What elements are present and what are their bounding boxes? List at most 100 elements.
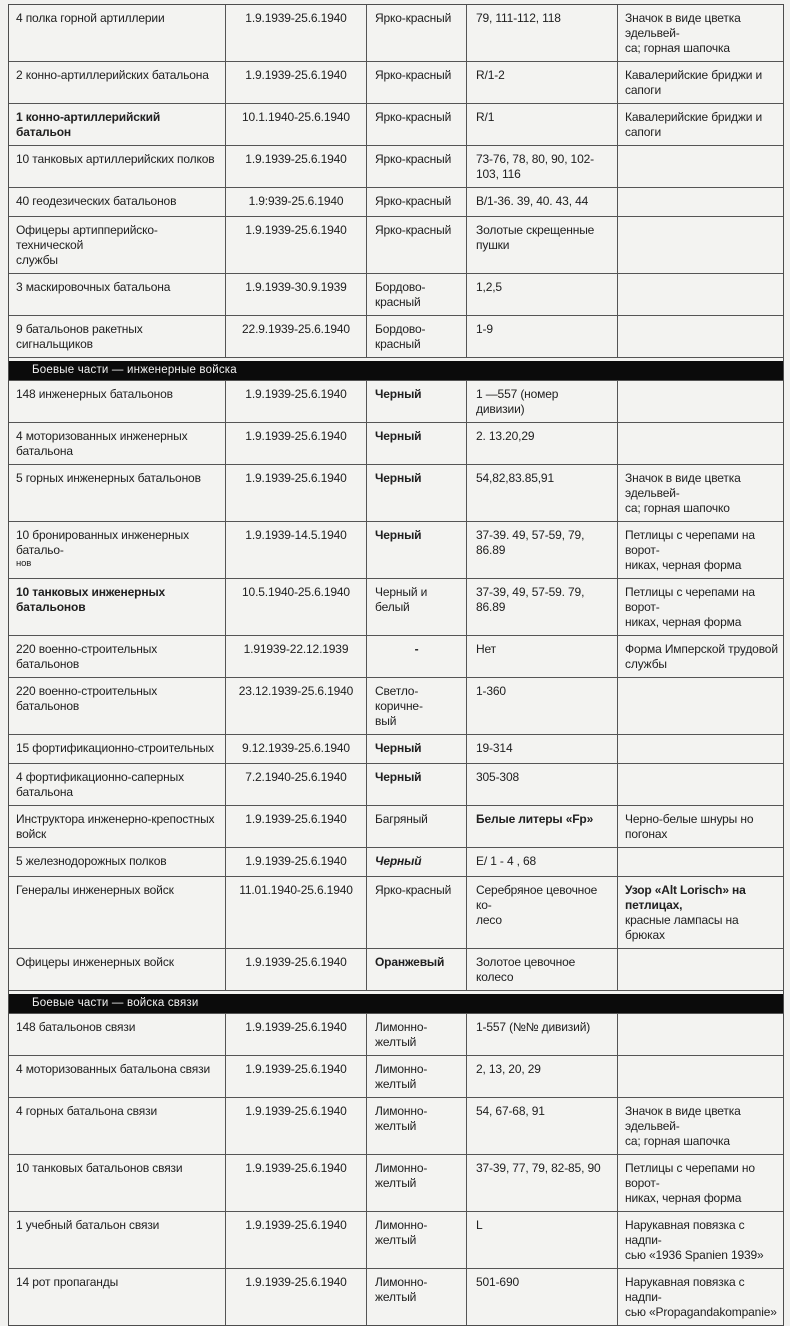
notes-cell [618, 735, 783, 763]
notes-cell [618, 949, 783, 990]
dates-cell: 1.9:939-25.6.1940 [226, 188, 367, 216]
dates-cell: 1.9.1939-25.6.1940 [226, 5, 367, 61]
color-cell: Черный [367, 848, 467, 876]
color-cell: Черный [367, 522, 467, 578]
notes-cell: Нарукавная повязка с надпи- сью «1936 Sp… [625, 1218, 764, 1262]
numbers-cell: Серебряное цевочное ко- лесо [467, 877, 618, 948]
notes-cell [618, 764, 783, 805]
numbers-cell: L [467, 1212, 618, 1268]
unit-cell: 15 фортификационно-строительных [9, 735, 226, 763]
dates-cell: 1.9.1939-25.6.1940 [226, 1212, 367, 1268]
dates-cell: 1.9.1939-25.6.1940 [226, 423, 367, 464]
unit-cell: 4 моторизованных инженерных батальона [9, 423, 226, 464]
notes-cell [618, 1014, 783, 1055]
numbers-cell: 1-360 [467, 678, 618, 734]
notes-cell [618, 274, 783, 315]
dates-cell: 1.9.1939-25.6.1940 [226, 848, 367, 876]
unit-line-2: нов [16, 558, 32, 569]
numbers-cell: Белые литеры «Fp» [467, 806, 618, 847]
unit-cell: 5 горных инженерных батальонов [9, 465, 226, 521]
table-row: 148 инженерных батальонов 1.9.1939-25.6.… [9, 381, 783, 423]
unit-cell: 10 бронированных инженерных батальо-нов [9, 522, 226, 578]
unit-cell: 1 учебный батальон связи [9, 1212, 226, 1268]
numbers-cell: 19-314 [467, 735, 618, 763]
color-cell: Лимонно-желтый [367, 1014, 467, 1055]
color-cell: Бордово-красный [367, 316, 467, 357]
numbers-cell: 305-308 [467, 764, 618, 805]
unit-line-1: 10 бронированных инженерных батальо- [16, 528, 189, 557]
color-cell: Лимонно-желтый [367, 1098, 467, 1154]
notes-cell [618, 848, 783, 876]
color-cell: Ярко-красный [367, 188, 467, 216]
color-cell: Черный [367, 735, 467, 763]
numbers-cell: 2. 13.20,29 [467, 423, 618, 464]
dates-cell: 1.9.1939-30.9.1939 [226, 274, 367, 315]
table-row: 3 маскировочных батальона 1.9.1939-30.9.… [9, 274, 783, 316]
notes-cell [618, 423, 783, 464]
section-header-label: Боевые части — войска связи [32, 997, 199, 1009]
dates-cell: 1.9.1939-25.6.1940 [226, 1056, 367, 1097]
unit-cell: 148 инженерных батальонов [9, 381, 226, 422]
unit-cell: Генералы инженерных войск [9, 877, 226, 948]
color-cell: Ярко-красный [367, 877, 467, 948]
unit-cell: 14 рот пропаганды [9, 1269, 226, 1325]
color-cell: Оранжевый [367, 949, 467, 990]
color-cell: Ярко-красный [367, 104, 467, 145]
notes-line-1: Узор «Alt Lorisch» на петлицах, [625, 883, 746, 912]
notes-cell: Значок в виде цветка эдельвей- са; горна… [625, 471, 741, 515]
dates-cell: 1.9.1939-14.5.1940 [226, 522, 367, 578]
color-cell: Черный [367, 465, 467, 521]
table-row: 220 военно-строительных батальонов 1.919… [9, 636, 783, 678]
unit-cell: 4 полка горной артиллерии [9, 5, 226, 61]
numbers-cell: 1-9 [467, 316, 618, 357]
notes-cell: Кавалерийские бриджи и сапоги [625, 110, 763, 139]
table-row: 4 полка горной артиллерии 1.9.1939-25.6.… [9, 5, 783, 62]
unit-cell: 4 фортификационно-саперных батальона [9, 764, 226, 805]
color-cell: Светло-коричне- вый [367, 678, 467, 734]
table-row: 10 бронированных инженерных батальо-нов … [9, 522, 783, 579]
numbers-cell: Нет [467, 636, 618, 677]
table-row: 40 геодезических батальонов 1.9:939-25.6… [9, 188, 783, 217]
unit-cell: 10 танковых батальонов связи [9, 1155, 226, 1211]
table-row: 4 моторизованных батальона связи 1.9.193… [9, 1056, 783, 1098]
section-header-bar: Боевые части — войска связи [9, 994, 783, 1014]
notes-cell: Петлицы с черепами но ворот- никах, черн… [625, 1161, 755, 1205]
unit-cell: 220 военно-строительных батальонов [9, 636, 226, 677]
color-cell: Ярко-красный [367, 5, 467, 61]
dates-cell: 1.9.1939-25.6.1940 [226, 949, 367, 990]
dates-cell: 11.01.1940-25.6.1940 [226, 877, 367, 948]
dates-cell: 1.9.1939-25.6.1940 [226, 217, 367, 273]
numbers-cell: 37-39. 49, 57-59, 79, 86.89 [467, 522, 618, 578]
table-row: 10 танковых артиллерийских полков 1.9.19… [9, 146, 783, 188]
numbers-cell: 501-690 [467, 1269, 618, 1325]
table-row: 10 танковых инженерных батальонов 10.5.1… [9, 579, 783, 636]
table-row: 4 моторизованных инженерных батальона 1.… [9, 423, 783, 465]
notes-cell: Форма Имперской трудовой службы [625, 642, 778, 671]
unit-cell: 4 моторизованных батальона связи [9, 1056, 226, 1097]
numbers-cell: 1 —557 (номер дивизии) [467, 381, 618, 422]
color-cell: Ярко-красный [367, 146, 467, 187]
unit-cell: 3 маскировочных батальона [9, 274, 226, 315]
notes-cell [618, 188, 783, 216]
unit-cell: Инструктора инженерно-крепостных войск [9, 806, 226, 847]
dates-cell: 9.12.1939-25.6.1940 [226, 735, 367, 763]
dates-cell: 1.9.1939-25.6.1940 [226, 806, 367, 847]
unit-cell: 148 батальонов связи [9, 1014, 226, 1055]
table-row: Инструктора инженерно-крепостных войск 1… [9, 806, 783, 848]
unit-cell: Офицеры инженерных войск [9, 949, 226, 990]
dates-cell: 1.9.1939-25.6.1940 [226, 1155, 367, 1211]
notes-cell: Значок в виде цветка эдельвей- са; горна… [625, 11, 741, 55]
table-row: 15 фортификационно-строительных 9.12.193… [9, 735, 783, 764]
dates-cell: 22.9.1939-25.6.1940 [226, 316, 367, 357]
table-row: 4 фортификационно-саперных батальона 7.2… [9, 764, 783, 806]
color-cell: Ярко-красный [367, 62, 467, 103]
table-row: 1 учебный батальон связи 1.9.1939-25.6.1… [9, 1212, 783, 1269]
color-cell: Черный [367, 423, 467, 464]
numbers-cell: 54,82,83.85,91 [467, 465, 618, 521]
table-row: Генералы инженерных войск 11.01.1940-25.… [9, 877, 783, 949]
table-row: Офицеры инженерных войск 1.9.1939-25.6.1… [9, 949, 783, 991]
dates-cell: 1.91939-22.12.1939 [226, 636, 367, 677]
color-cell: Лимонно-желтый [367, 1212, 467, 1268]
table-row: 9 батальонов ракетных сигнальщиков 22.9.… [9, 316, 783, 358]
notes-cell [618, 1056, 783, 1097]
